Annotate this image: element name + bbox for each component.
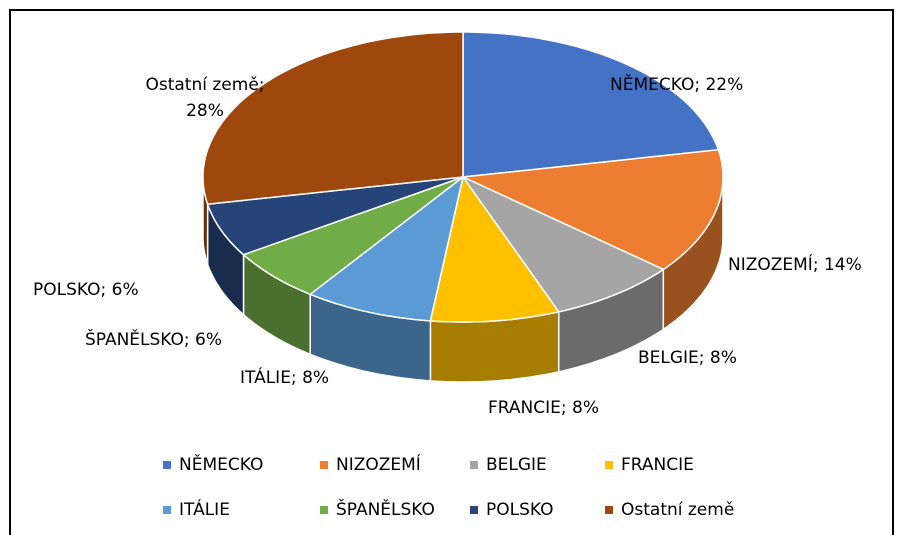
legend-label: BELGIE bbox=[486, 455, 547, 475]
data-label: NIZOZEMÍ; 14% bbox=[728, 253, 862, 275]
data-label: 28% bbox=[186, 101, 224, 121]
slice bbox=[429, 175, 560, 323]
data-label: FRANCIE; 8% bbox=[488, 398, 599, 418]
legend-swatch bbox=[470, 461, 478, 469]
data-label: ITÁLIE; 8% bbox=[240, 366, 329, 388]
data-label: ŠPANĚLSKO; 6% bbox=[85, 328, 222, 350]
legend-swatch bbox=[320, 506, 328, 514]
legend-label: FRANCIE bbox=[621, 455, 694, 475]
slice bbox=[308, 175, 465, 322]
legend-label: ŠPANĚLSKO bbox=[336, 498, 435, 520]
slice bbox=[460, 148, 724, 271]
legend-swatch bbox=[470, 506, 478, 514]
legend-label: NIZOZEMÍ bbox=[336, 453, 421, 475]
legend-swatch bbox=[163, 506, 171, 514]
legend-swatch bbox=[605, 461, 613, 469]
slice bbox=[202, 31, 464, 206]
slice bbox=[460, 175, 665, 313]
data-label: POLSKO; 6% bbox=[33, 280, 139, 300]
legend-label: POLSKO bbox=[486, 500, 554, 520]
slice bbox=[206, 176, 464, 256]
data-label: NĚMECKO; 22% bbox=[610, 73, 743, 95]
slice bbox=[242, 176, 464, 296]
legend-label: NĚMECKO bbox=[179, 453, 263, 475]
legend-label: ITÁLIE bbox=[179, 498, 230, 520]
data-label: Ostatní země; bbox=[145, 75, 264, 95]
data-label: BELGIE; 8% bbox=[638, 348, 737, 368]
slice bbox=[462, 31, 720, 178]
legend-label: Ostatní země bbox=[621, 500, 734, 520]
legend-swatch bbox=[320, 461, 328, 469]
legend-swatch bbox=[163, 461, 171, 469]
legend-swatch bbox=[605, 506, 613, 514]
